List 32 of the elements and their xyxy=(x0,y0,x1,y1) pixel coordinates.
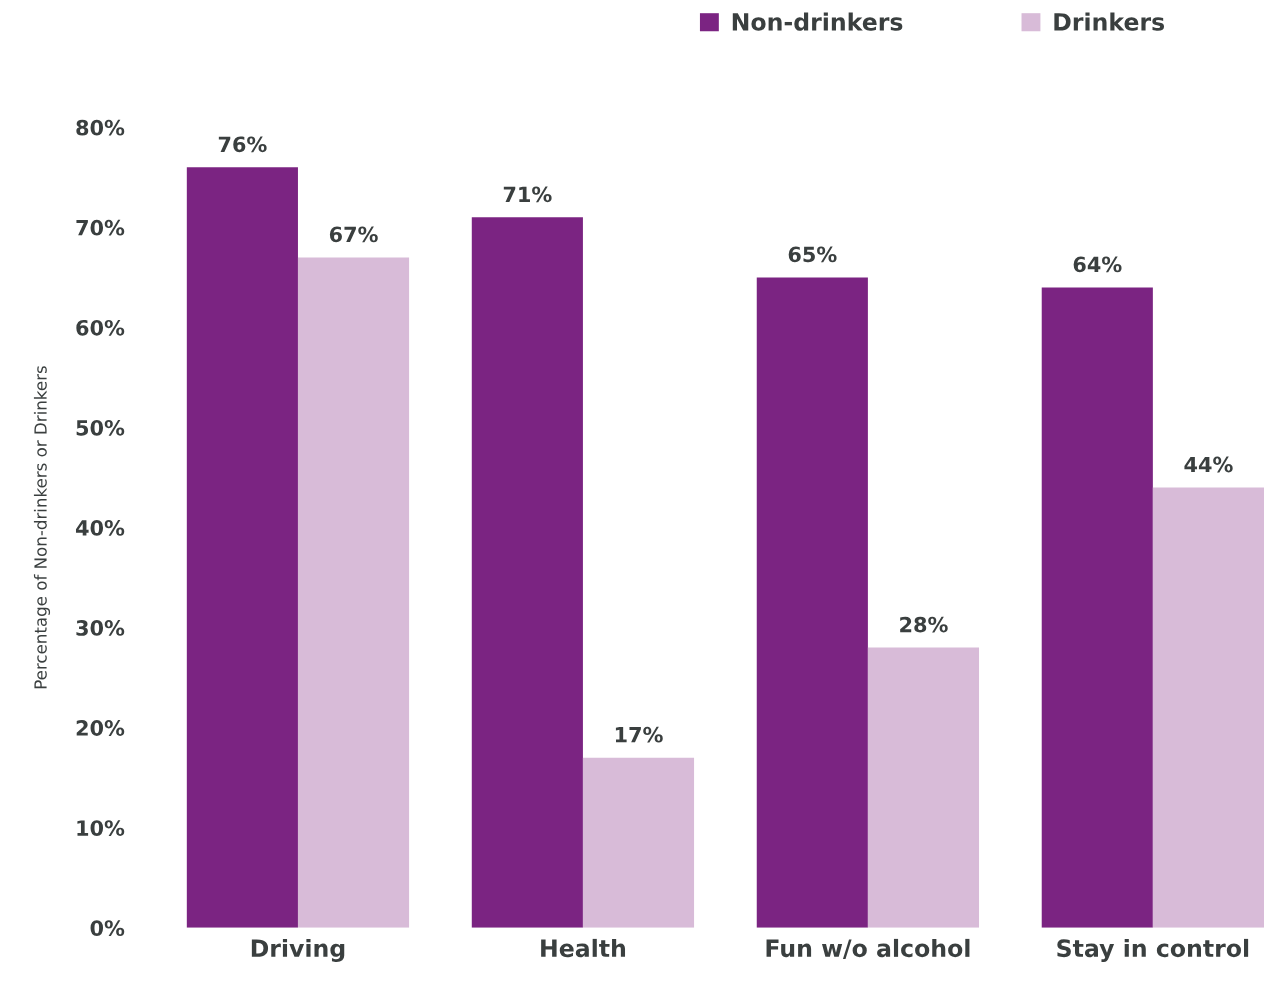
legend-label: Non-drinkers xyxy=(732,12,903,31)
bar xyxy=(1041,287,1153,928)
y-tick-label: 70% xyxy=(76,219,125,236)
data-label: 64% xyxy=(1073,256,1122,273)
y-axis-title: Percentage of Non-drinkers or Drinkers xyxy=(33,366,51,689)
x-tick-label: Health xyxy=(541,938,626,958)
data-label: 67% xyxy=(329,226,378,243)
bar xyxy=(582,757,695,928)
bar xyxy=(867,647,980,928)
x-tick-label: Driving xyxy=(251,938,345,962)
x-tick-label: Fun w/o alcohol xyxy=(766,938,970,960)
data-label: 44% xyxy=(1184,456,1233,473)
bar xyxy=(297,257,410,928)
y-tick-label: 80% xyxy=(76,119,125,136)
y-tick-label: 0% xyxy=(90,920,125,936)
y-tick-label: 10% xyxy=(77,820,125,836)
bar xyxy=(756,277,868,928)
data-label: 71% xyxy=(503,186,552,203)
data-label: 65% xyxy=(788,246,837,263)
data-label: 17% xyxy=(615,726,663,743)
y-tick-label: 40% xyxy=(75,520,125,536)
data-label: 28% xyxy=(900,616,948,633)
bar xyxy=(186,167,298,928)
y-tick-label: 60% xyxy=(76,319,125,336)
legend-label: Drinkers xyxy=(1054,12,1165,31)
bar xyxy=(1152,487,1264,928)
data-label: 76% xyxy=(218,136,267,153)
x-tick-label: Stay in control xyxy=(1057,938,1249,962)
y-tick-label: 50% xyxy=(76,419,125,436)
y-tick-label: 30% xyxy=(76,620,125,636)
bar xyxy=(471,217,583,928)
y-tick-label: 20% xyxy=(76,720,125,736)
